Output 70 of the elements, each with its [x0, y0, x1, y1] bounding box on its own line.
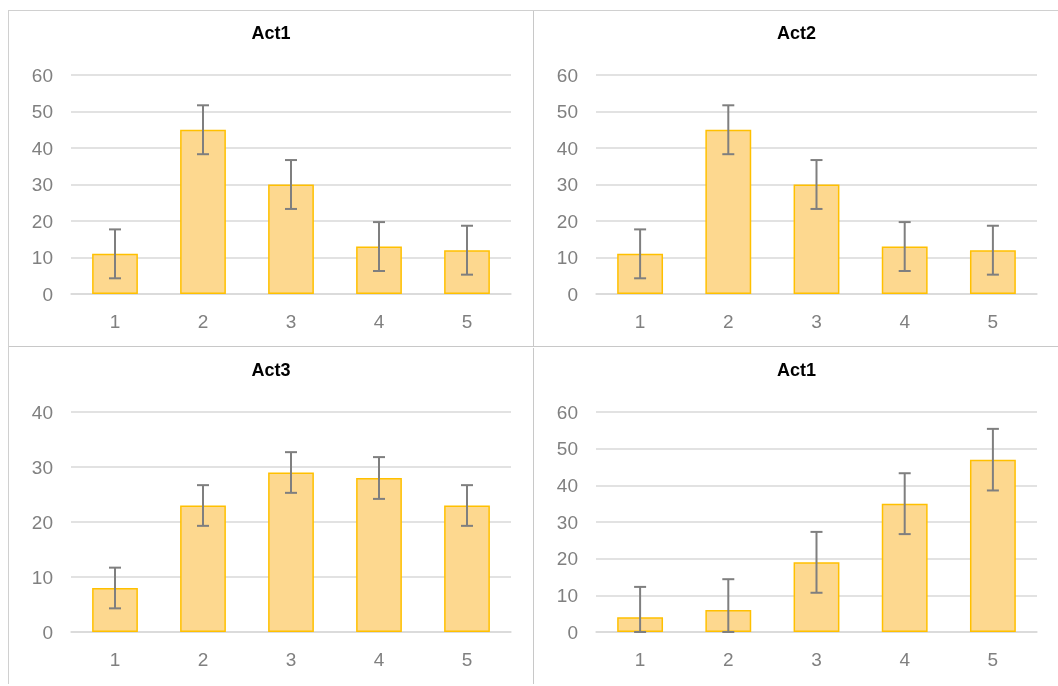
bar — [881, 503, 928, 632]
x-tick-label: 5 — [987, 311, 999, 332]
y-tick-label: 50 — [556, 438, 578, 460]
y-tick-label: 0 — [567, 283, 578, 305]
y-tick-label: 40 — [31, 137, 53, 159]
chart-title: Act1 — [251, 23, 291, 43]
x-tick-label: 5 — [461, 311, 473, 332]
x-tick-label: 5 — [987, 649, 999, 670]
bar — [180, 129, 226, 294]
y-tick-label: 20 — [31, 210, 53, 232]
x-tick-label: 2 — [197, 649, 209, 670]
y-tick-label: 50 — [31, 101, 53, 122]
chart-title: Act2 — [776, 23, 817, 43]
y-tick-label: 10 — [556, 584, 578, 606]
x-tick-label: 1 — [109, 311, 121, 332]
y-tick-label: 0 — [567, 621, 578, 643]
x-tick-label: 5 — [461, 649, 473, 670]
y-tick-label: 60 — [31, 64, 53, 86]
x-tick-label: 2 — [723, 649, 734, 670]
bar — [268, 472, 314, 632]
bar — [356, 478, 402, 632]
x-tick-label: 4 — [373, 311, 385, 332]
y-tick-label: 20 — [556, 548, 578, 570]
y-tick-label: 50 — [556, 101, 578, 122]
x-tick-label: 3 — [811, 311, 822, 332]
y-tick-label: 10 — [556, 247, 578, 268]
bar — [617, 617, 664, 632]
x-tick-label: 3 — [285, 311, 297, 332]
bar — [793, 184, 840, 294]
x-tick-label: 4 — [899, 311, 911, 332]
y-tick-label: 40 — [31, 401, 53, 423]
y-tick-label: 30 — [31, 174, 53, 195]
x-tick-label: 1 — [634, 649, 646, 670]
bar — [881, 246, 928, 294]
chart-title: Act3 — [251, 360, 291, 380]
y-tick-label: 60 — [556, 64, 578, 86]
y-tick-label: 30 — [556, 174, 578, 195]
y-tick-label: 30 — [556, 511, 578, 533]
x-tick-label: 4 — [899, 649, 911, 670]
y-tick-label: 10 — [31, 247, 53, 268]
x-tick-label: 2 — [723, 311, 734, 332]
y-tick-label: 20 — [556, 210, 578, 232]
x-tick-label: 1 — [634, 311, 646, 332]
bar — [180, 505, 226, 632]
y-tick-label: 0 — [42, 283, 53, 305]
y-tick-label: 40 — [556, 474, 578, 496]
bar — [92, 588, 138, 632]
x-tick-label: 1 — [109, 649, 121, 670]
bar — [793, 562, 840, 632]
bar — [92, 253, 138, 294]
chart-title: Act1 — [776, 360, 817, 380]
bar — [705, 129, 752, 294]
x-tick-label: 4 — [373, 649, 385, 670]
bar — [268, 184, 314, 294]
bar — [444, 250, 490, 294]
y-tick-label: 10 — [31, 566, 53, 588]
y-tick-label: 30 — [31, 456, 53, 478]
bar — [969, 250, 1016, 294]
bar — [617, 253, 664, 294]
y-tick-label: 40 — [556, 137, 578, 159]
bar — [444, 505, 490, 632]
bar — [969, 459, 1016, 632]
y-tick-label: 60 — [556, 401, 578, 423]
bar — [705, 610, 752, 632]
x-tick-label: 3 — [285, 649, 297, 670]
x-tick-label: 2 — [197, 311, 209, 332]
bar — [356, 246, 402, 294]
x-tick-label: 3 — [811, 649, 822, 670]
y-tick-label: 20 — [31, 511, 53, 533]
y-tick-label: 0 — [42, 621, 53, 643]
